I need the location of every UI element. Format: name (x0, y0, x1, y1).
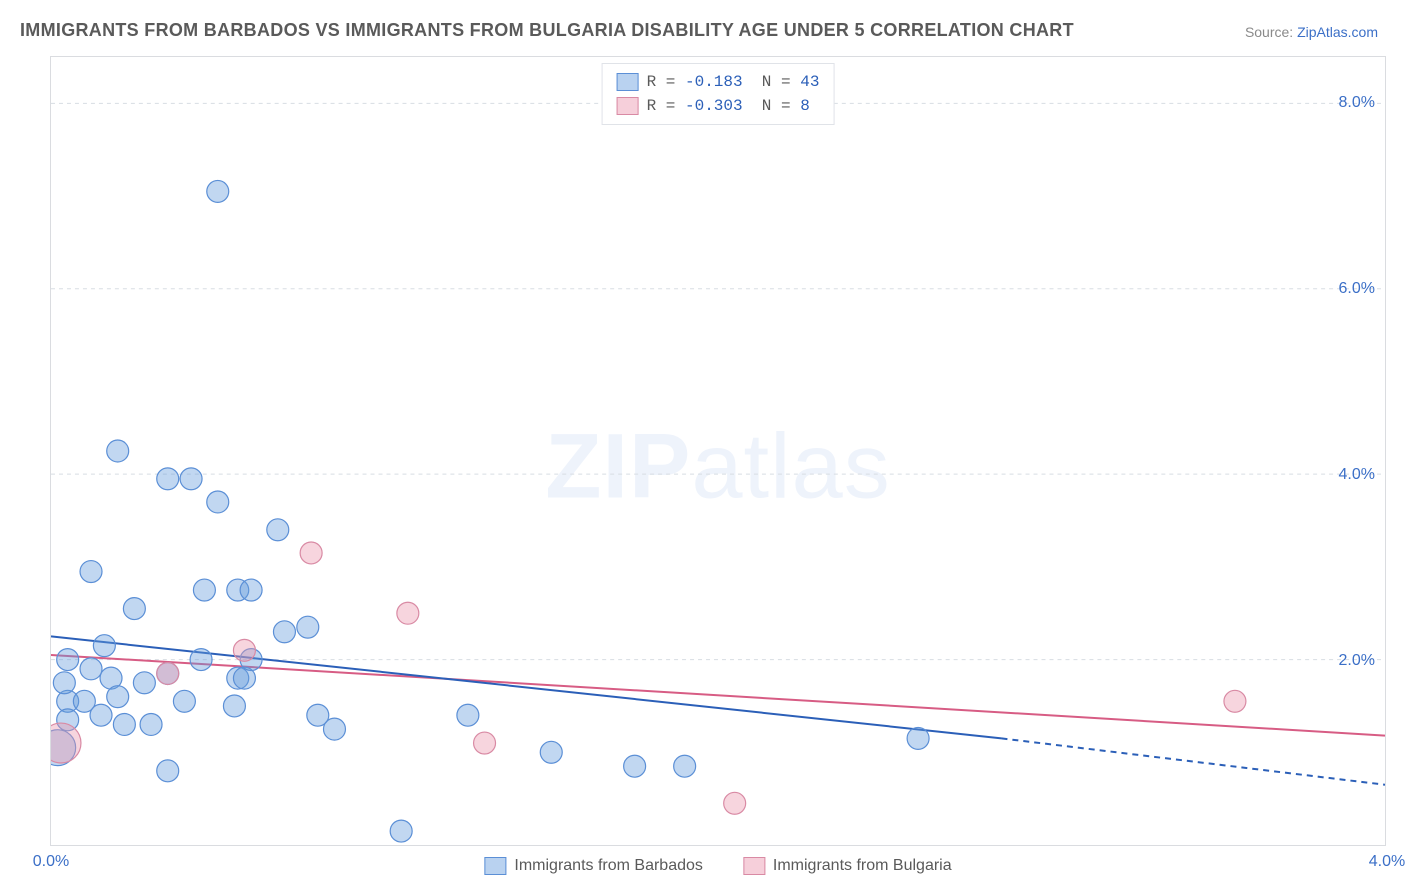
source-prefix: Source: (1245, 24, 1297, 40)
y-tick-label: 8.0% (1339, 94, 1375, 112)
source-attribution: Source: ZipAtlas.com (1245, 24, 1378, 40)
stats-text: R = -0.183 N = 43 (647, 70, 820, 94)
legend-label-bulgaria: Immigrants from Bulgaria (773, 857, 952, 875)
stats-swatch (617, 97, 639, 115)
legend-swatch-pink (743, 857, 765, 875)
scatter-svg (51, 57, 1385, 845)
stats-legend-row: R = -0.183 N = 43 (617, 70, 820, 94)
legend-label-barbados: Immigrants from Barbados (514, 857, 703, 875)
y-tick-label: 6.0% (1339, 280, 1375, 298)
x-tick-label: 0.0% (33, 853, 69, 871)
stats-legend-row: R = -0.303 N = 8 (617, 94, 820, 118)
legend-swatch-blue (484, 857, 506, 875)
stats-text: R = -0.303 N = 8 (647, 94, 810, 118)
legend-item-bulgaria: Immigrants from Bulgaria (743, 857, 952, 875)
chart-title: IMMIGRANTS FROM BARBADOS VS IMMIGRANTS F… (20, 20, 1074, 41)
x-tick-label: 4.0% (1369, 853, 1405, 871)
y-tick-label: 2.0% (1339, 652, 1375, 670)
legend-item-barbados: Immigrants from Barbados (484, 857, 703, 875)
chart-plot-area: ZIPatlas 2.0%4.0%6.0%8.0% 0.0%4.0% R = -… (50, 56, 1386, 846)
y-tick-label: 4.0% (1339, 466, 1375, 484)
stats-legend-box: R = -0.183 N = 43R = -0.303 N = 8 (602, 63, 835, 125)
source-link[interactable]: ZipAtlas.com (1297, 24, 1378, 40)
stats-swatch (617, 73, 639, 91)
series-legend: Immigrants from Barbados Immigrants from… (484, 857, 951, 875)
